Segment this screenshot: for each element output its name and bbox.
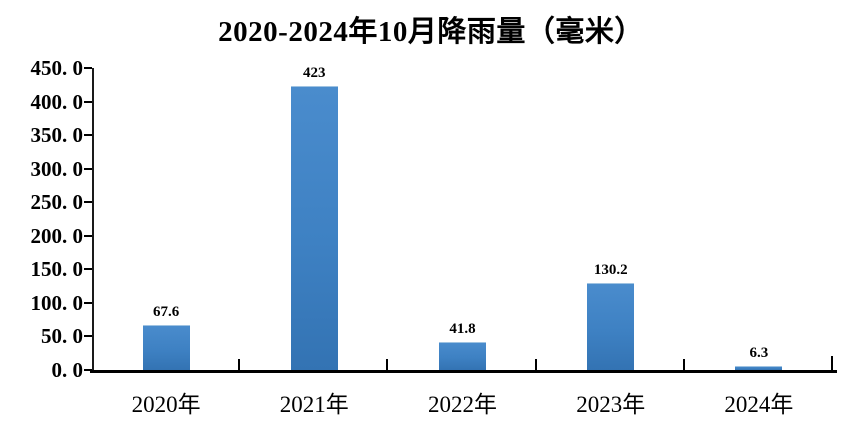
x-axis-tick bbox=[534, 359, 537, 370]
chart-bar bbox=[291, 86, 338, 370]
y-axis-label: 450. 0 bbox=[30, 56, 84, 80]
bar-value-label: 41.8 bbox=[449, 321, 476, 337]
x-axis-line bbox=[90, 370, 837, 373]
y-axis-label: 200. 0 bbox=[30, 223, 84, 248]
x-axis-label: 2024年 bbox=[724, 392, 794, 417]
bar-value-label: 6.3 bbox=[749, 345, 769, 361]
x-axis-label: 2023年 bbox=[576, 392, 646, 417]
y-axis-label: 150. 0 bbox=[30, 257, 84, 282]
y-axis-label: 300. 0 bbox=[30, 156, 84, 181]
chart-bar bbox=[735, 366, 782, 370]
x-axis-label: 2022年 bbox=[428, 392, 497, 417]
y-axis-tick bbox=[84, 268, 92, 271]
bar-value-label: 130.2 bbox=[593, 262, 628, 278]
y-axis-label: 50. 0 bbox=[41, 324, 83, 349]
y-axis-tick bbox=[84, 335, 92, 338]
chart-bar bbox=[143, 325, 190, 370]
chart-bar bbox=[439, 342, 486, 370]
chart-title: 2020-2024年10月降雨量（毫米） bbox=[218, 16, 644, 48]
x-axis-tick bbox=[238, 359, 241, 370]
y-axis-tick bbox=[84, 234, 92, 237]
y-axis-tick bbox=[84, 67, 92, 69]
y-axis-label: 100. 0 bbox=[30, 290, 84, 315]
y-axis-tick bbox=[84, 167, 92, 170]
y-axis-label: 0. 0 bbox=[51, 358, 84, 382]
chart-bar bbox=[587, 283, 634, 370]
x-axis-tick bbox=[386, 359, 389, 370]
y-axis-label: 250. 0 bbox=[30, 190, 84, 215]
y-axis-label: 400. 0 bbox=[30, 89, 84, 114]
y-axis-tick bbox=[84, 301, 92, 304]
bar-value-label: 67.6 bbox=[152, 304, 180, 320]
y-axis-tick bbox=[84, 369, 92, 371]
y-axis-tick bbox=[84, 201, 92, 204]
x-axis-tick bbox=[682, 359, 685, 370]
bar-value-label: 423 bbox=[303, 65, 326, 81]
x-axis-label: 2020年 bbox=[131, 392, 201, 417]
x-axis-tick bbox=[831, 356, 833, 370]
y-axis-tick bbox=[84, 134, 92, 137]
y-axis-tick bbox=[84, 100, 92, 103]
y-axis-label: 350. 0 bbox=[30, 123, 84, 148]
y-axis-line bbox=[92, 68, 94, 370]
x-axis-label: 2021年 bbox=[279, 392, 349, 417]
